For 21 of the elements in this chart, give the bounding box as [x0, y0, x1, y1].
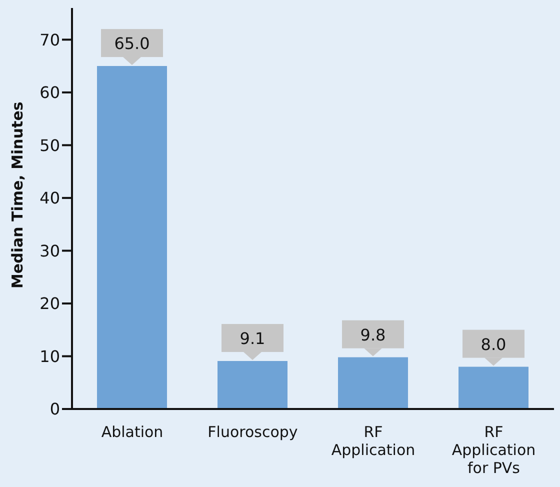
x-tick-label: Ablation	[101, 423, 164, 441]
y-tick-label: 10	[40, 346, 60, 366]
bar	[97, 66, 167, 409]
y-axis-title: Median Time, Minutes	[8, 102, 26, 288]
y-tick-label: 70	[40, 30, 60, 50]
data-label: 9.1	[240, 328, 266, 348]
data-label: 9.8	[360, 325, 386, 344]
bar	[218, 360, 288, 409]
data-label: 65.0	[114, 34, 150, 54]
y-tick-label: 0	[50, 400, 60, 419]
x-tick-label: Fluoroscopy	[208, 423, 298, 441]
bar	[458, 366, 528, 409]
y-tick-label: 40	[40, 188, 60, 208]
x-tick-label: RF Application	[331, 423, 416, 459]
y-tick-label: 60	[40, 83, 60, 102]
x-tick-label: RF Application for PVs	[452, 423, 536, 477]
bar	[338, 357, 408, 409]
y-tick-label: 50	[40, 136, 60, 155]
y-tick-label: 30	[40, 241, 60, 260]
y-tick-label: 20	[40, 294, 60, 314]
data-label: 8.0	[480, 334, 506, 354]
